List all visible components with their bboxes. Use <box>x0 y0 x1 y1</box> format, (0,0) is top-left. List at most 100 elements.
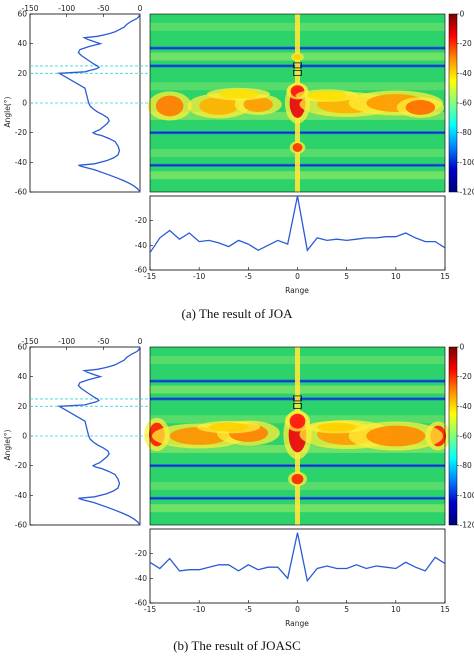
y-tick-label: -60 <box>135 266 147 275</box>
target-box <box>293 69 302 76</box>
heat-blob <box>291 473 304 485</box>
y-tick-label: -40 <box>15 491 27 500</box>
x-tick-label: 10 <box>391 272 401 281</box>
x-tick-label: -50 <box>97 337 109 346</box>
angle-axis-label: Angle(°) <box>3 96 12 127</box>
y-tick-label: -40 <box>135 574 147 583</box>
range-angle-heatmap-a <box>147 13 446 193</box>
heat-blob <box>289 413 306 429</box>
target-box <box>293 402 302 409</box>
angle-axis-label: Angle(°) <box>3 429 12 460</box>
colorbar-tick-label: -100 <box>460 158 474 167</box>
colorbar-tick-label: -80 <box>460 128 472 137</box>
x-tick-label: -15 <box>144 272 156 281</box>
x-tick-label: 15 <box>440 272 450 281</box>
range-axis-label: Range <box>285 619 309 628</box>
x-tick-label: 0 <box>138 4 143 13</box>
heat-blob <box>155 95 184 117</box>
y-tick-label: 0 <box>22 432 27 441</box>
y-tick-label: -20 <box>15 128 27 137</box>
colorbar-tick-label: -20 <box>460 39 472 48</box>
colorbar-tick-label: -80 <box>460 461 472 470</box>
y-tick-label: -60 <box>15 521 27 530</box>
x-tick-label: -100 <box>58 337 75 346</box>
y-tick-label: 40 <box>17 372 27 381</box>
colorbar-tick-label: -40 <box>460 69 472 78</box>
colorbar-tick-label: -120 <box>460 188 474 197</box>
range-spectrum-b: -15 -10 -5 0 5 10 15 -20 -40 -60 Range <box>135 528 450 628</box>
heat-blob <box>307 91 347 101</box>
heat-blob <box>209 422 249 432</box>
heat-blob <box>317 422 357 432</box>
x-tick-label: -5 <box>245 605 253 614</box>
range-axis-label: Range <box>285 286 309 295</box>
x-tick-label: -100 <box>58 4 75 13</box>
heatmap-frame <box>149 13 446 193</box>
colorbar-scale <box>448 346 458 526</box>
x-tick-label: 0 <box>295 272 300 281</box>
target-box <box>293 395 302 402</box>
y-tick-label: -60 <box>135 599 147 608</box>
range-spectrum-a: -15 -10 -5 0 5 10 15 -20 -40 -60 Range <box>135 195 450 295</box>
heat-blob <box>293 54 302 60</box>
x-tick-label: -150 <box>21 4 38 13</box>
target-box <box>293 62 302 69</box>
y-tick-label: 20 <box>17 69 27 78</box>
x-tick-label: 5 <box>344 605 349 614</box>
x-tick-label: -10 <box>193 605 205 614</box>
heat-blob <box>292 143 303 152</box>
x-tick-label: 0 <box>138 337 143 346</box>
colorbar-tick-label: -20 <box>460 372 472 381</box>
angle-spectrum-curve <box>57 346 141 526</box>
angle-spectrum-a: -150 -100 -50 0 60 40 20 0 -20 -40 -60 Angle(°) <box>3 4 150 197</box>
y-tick-label: 20 <box>17 402 27 411</box>
y-tick-label: -20 <box>135 216 147 225</box>
x-tick-label: -5 <box>245 272 253 281</box>
colorbar-b: 0 -20 -40 -60 -80 -100 -120 <box>448 343 474 530</box>
x-tick-label: 0 <box>295 605 300 614</box>
y-tick-label: 40 <box>17 39 27 48</box>
caption-a: (a) The result of JOA <box>182 306 294 321</box>
x-tick-label: 10 <box>391 605 401 614</box>
colorbar-a: 0 -20 -40 -60 -80 -100 -120 <box>448 10 474 197</box>
colorbar-tick-label: 0 <box>460 343 465 352</box>
range-spectrum-curve <box>149 195 446 254</box>
range-angle-heatmap-b <box>144 346 451 526</box>
y-tick-label: -20 <box>135 549 147 558</box>
y-tick-label: 60 <box>17 343 27 352</box>
x-tick-label: 5 <box>344 272 349 281</box>
heatmap-frame <box>149 346 446 526</box>
x-tick-label: -15 <box>144 605 156 614</box>
y-tick-label: 60 <box>17 10 27 19</box>
colorbar-tick-label: -40 <box>460 402 472 411</box>
heat-blob <box>243 97 273 112</box>
y-tick-label: -60 <box>15 188 27 197</box>
heat-blob <box>218 89 259 99</box>
angle-spectrum-b: -150 -100 -50 0 60 40 20 0 -20 -40 -60 Angle(°) <box>3 337 150 530</box>
x-tick-label: 15 <box>440 605 450 614</box>
range-spectrum-frame <box>149 528 446 604</box>
range-spectrum-frame <box>149 195 446 271</box>
y-tick-label: 0 <box>22 99 27 108</box>
colorbar-tick-label: -60 <box>460 432 472 441</box>
y-tick-label: -20 <box>15 461 27 470</box>
colorbar-tick-label: -120 <box>460 521 474 530</box>
heat-blob <box>199 97 239 115</box>
x-tick-label: -10 <box>193 272 205 281</box>
y-tick-label: -40 <box>135 241 147 250</box>
caption-b: (b) The result of JOASC <box>173 638 301 653</box>
x-tick-label: -50 <box>97 4 109 13</box>
colorbar-tick-label: 0 <box>460 10 465 19</box>
x-tick-label: -150 <box>21 337 38 346</box>
range-spectrum-curve <box>149 532 446 583</box>
colorbar-scale <box>448 13 458 193</box>
heat-blob <box>405 100 436 115</box>
y-tick-label: -40 <box>15 158 27 167</box>
colorbar-tick-label: -60 <box>460 99 472 108</box>
heat-blob <box>366 425 426 447</box>
angle-spectrum-curve <box>57 13 141 193</box>
colorbar-tick-label: -100 <box>460 491 474 500</box>
